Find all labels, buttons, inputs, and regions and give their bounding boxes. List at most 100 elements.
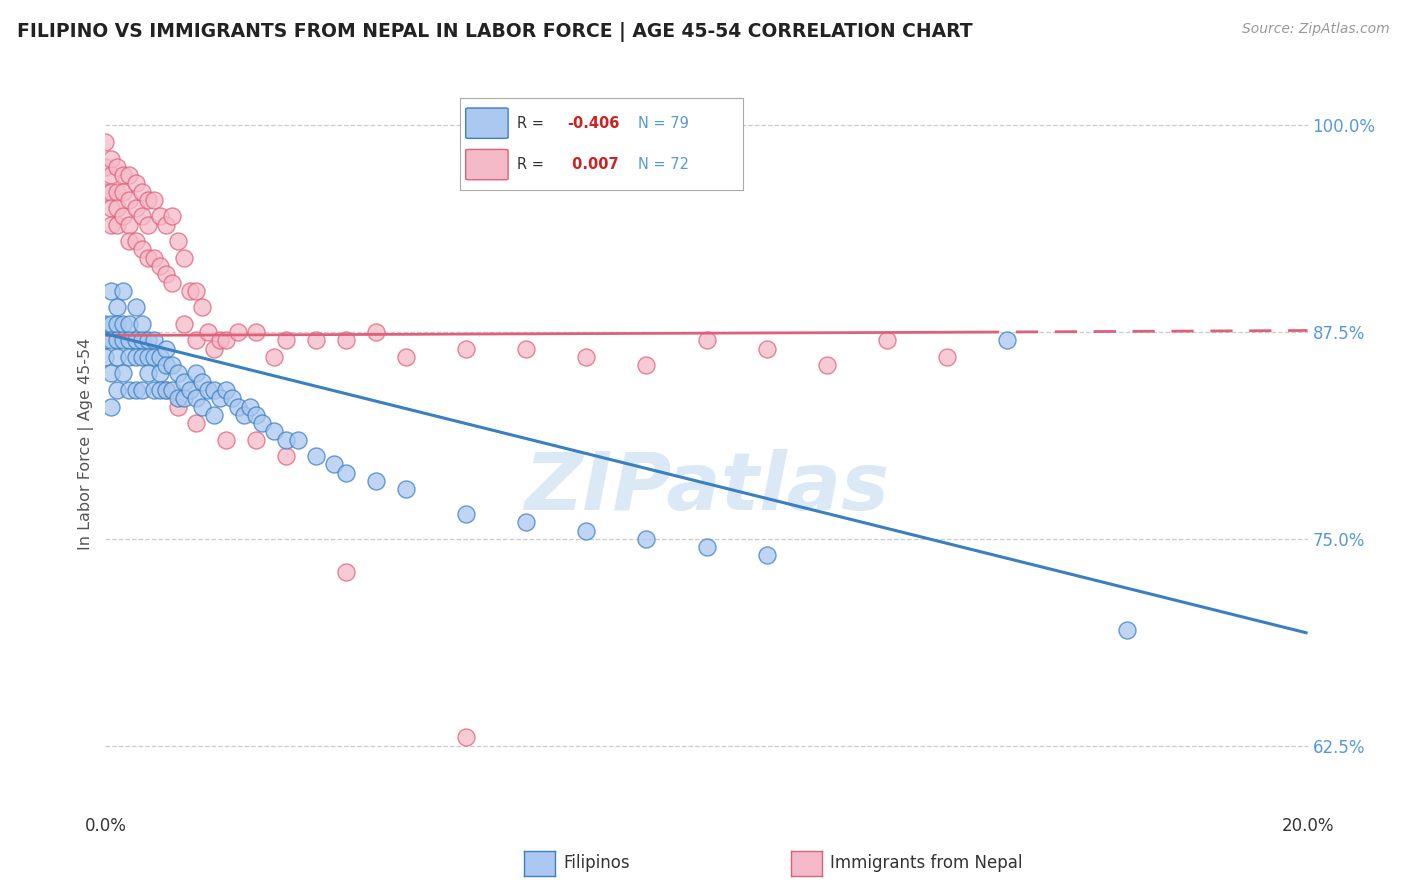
Point: [239, 400, 262, 414]
Point: [142, 251, 165, 265]
Point: [131, 243, 153, 257]
Point: [100, 201, 122, 215]
Point: [173, 251, 195, 265]
Point: [184, 392, 207, 406]
Point: [142, 383, 165, 397]
Point: [94, 185, 117, 199]
Point: [124, 301, 146, 315]
Point: [696, 540, 718, 554]
Point: [100, 168, 122, 182]
Point: [876, 334, 898, 348]
Y-axis label: In Labor Force | Age 45-54: In Labor Force | Age 45-54: [79, 338, 94, 549]
Point: [364, 325, 387, 339]
Point: [395, 350, 418, 364]
Point: [173, 392, 195, 406]
Point: [100, 400, 122, 414]
Point: [142, 334, 165, 348]
Point: [112, 210, 135, 224]
Point: [100, 317, 122, 331]
Point: [179, 383, 201, 397]
Point: [112, 185, 135, 199]
Point: [124, 234, 146, 248]
Point: [166, 392, 188, 406]
Point: [335, 565, 357, 579]
Point: [142, 350, 165, 364]
Point: [94, 135, 117, 149]
Point: [148, 259, 170, 273]
Point: [112, 334, 135, 348]
Point: [995, 334, 1018, 348]
Point: [107, 334, 129, 348]
Point: [202, 342, 225, 356]
Point: [124, 177, 146, 191]
Point: [100, 334, 122, 348]
Point: [107, 218, 129, 232]
Point: [112, 367, 135, 381]
Text: FILIPINO VS IMMIGRANTS FROM NEPAL IN LABOR FORCE | AGE 45-54 CORRELATION CHART: FILIPINO VS IMMIGRANTS FROM NEPAL IN LAB…: [17, 22, 973, 42]
Point: [226, 325, 249, 339]
Point: [197, 383, 219, 397]
Point: [208, 392, 231, 406]
Point: [100, 152, 122, 166]
Point: [118, 317, 141, 331]
Point: [136, 334, 159, 348]
Point: [322, 458, 344, 472]
Point: [124, 350, 146, 364]
Point: [124, 201, 146, 215]
Point: [214, 334, 236, 348]
Point: [166, 234, 188, 248]
Point: [287, 433, 309, 447]
Point: [575, 524, 598, 538]
Point: [155, 267, 177, 281]
Point: [112, 284, 135, 298]
Point: [197, 325, 219, 339]
Point: [636, 532, 658, 546]
Point: [575, 350, 598, 364]
Point: [250, 416, 273, 430]
Point: [208, 334, 231, 348]
Point: [100, 218, 122, 232]
Point: [136, 251, 159, 265]
Point: [190, 375, 212, 389]
Point: [305, 449, 328, 463]
Point: [148, 383, 170, 397]
Point: [155, 218, 177, 232]
Point: [107, 185, 129, 199]
Point: [335, 466, 357, 480]
Point: [456, 731, 478, 745]
Point: [214, 433, 236, 447]
Point: [263, 425, 285, 439]
Point: [173, 317, 195, 331]
Point: [94, 350, 117, 364]
Point: [395, 482, 418, 496]
Point: [118, 218, 141, 232]
Point: [118, 234, 141, 248]
Point: [131, 185, 153, 199]
Point: [221, 392, 243, 406]
Point: [305, 334, 328, 348]
Point: [245, 433, 267, 447]
Point: [142, 193, 165, 207]
Point: [155, 358, 177, 372]
Point: [636, 358, 658, 372]
Point: [118, 193, 141, 207]
Point: [815, 358, 838, 372]
Point: [232, 408, 254, 422]
Point: [131, 334, 153, 348]
Point: [94, 317, 117, 331]
Point: [515, 516, 537, 530]
Point: [184, 367, 207, 381]
Point: [118, 383, 141, 397]
Point: [148, 350, 170, 364]
Point: [202, 383, 225, 397]
Point: [107, 350, 129, 364]
Point: [274, 449, 297, 463]
Point: [136, 350, 159, 364]
Text: Source: ZipAtlas.com: Source: ZipAtlas.com: [1241, 22, 1389, 37]
Point: [136, 218, 159, 232]
Point: [515, 342, 537, 356]
Point: [263, 350, 285, 364]
Point: [100, 284, 122, 298]
Point: [335, 334, 357, 348]
Point: [245, 408, 267, 422]
